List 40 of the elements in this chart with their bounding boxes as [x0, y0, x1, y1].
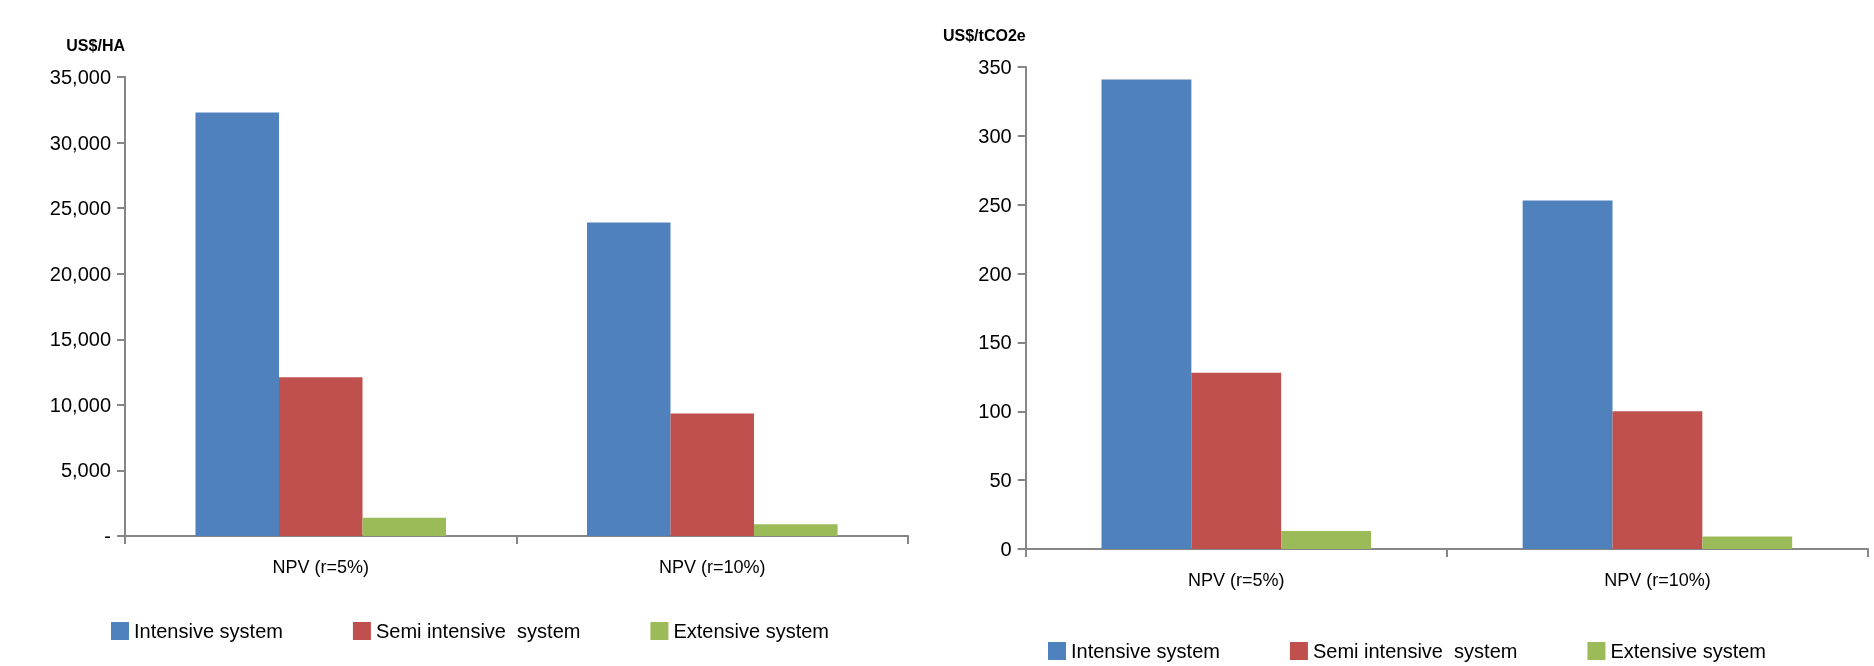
legend-label: Intensive system: [133, 620, 283, 642]
x-tick-label: NPV (r=10%): [658, 557, 766, 577]
y-tick-label: 0: [1000, 538, 1012, 560]
bar: [1281, 531, 1372, 549]
bar: [278, 377, 363, 536]
bar: [1101, 79, 1192, 549]
legend-label: Semi intensive system: [375, 620, 581, 642]
y-tick-label: 15,000: [49, 328, 111, 351]
y-tick-label: 250: [978, 193, 1012, 216]
bar: [195, 112, 279, 536]
y-tick-label: 200: [978, 262, 1012, 285]
bar: [586, 222, 671, 536]
bar: [362, 517, 447, 536]
y-tick-label: 30,000: [49, 131, 111, 154]
y-tick-label: 35,000: [49, 66, 111, 88]
y-tick-label: 10,000: [49, 393, 111, 416]
y-axis-title: US$/HA: [66, 36, 126, 54]
x-tick-label: NPV (r=5%): [1188, 570, 1285, 590]
bar: [1612, 411, 1703, 549]
bar: [1702, 536, 1793, 549]
y-tick-label: 150: [978, 331, 1012, 354]
y-tick-label: 20,000: [49, 262, 111, 285]
y-tick-label: 300: [978, 124, 1012, 147]
bar: [754, 524, 838, 536]
bar: [670, 413, 755, 536]
bar: [1191, 372, 1282, 549]
x-tick-label: NPV (r=5%): [272, 557, 370, 577]
y-tick-label: 25,000: [49, 197, 111, 220]
y-axis-title: US$/tCO2e: [942, 26, 1026, 44]
y-tick-label: 100: [978, 400, 1012, 423]
legend-label: Extensive system: [1610, 640, 1767, 662]
y-tick-label: 50: [989, 469, 1012, 492]
y-tick-label: 5,000: [60, 459, 111, 482]
legend-label: Semi intensive system: [1312, 640, 1518, 662]
bar: [1522, 200, 1613, 549]
y-tick-label: -: [104, 525, 111, 547]
x-tick-label: NPV (r=10%): [1604, 570, 1711, 590]
legend-label: Extensive system: [673, 620, 830, 642]
legend-label: Intensive system: [1070, 640, 1220, 662]
y-tick-label: 350: [978, 56, 1012, 78]
